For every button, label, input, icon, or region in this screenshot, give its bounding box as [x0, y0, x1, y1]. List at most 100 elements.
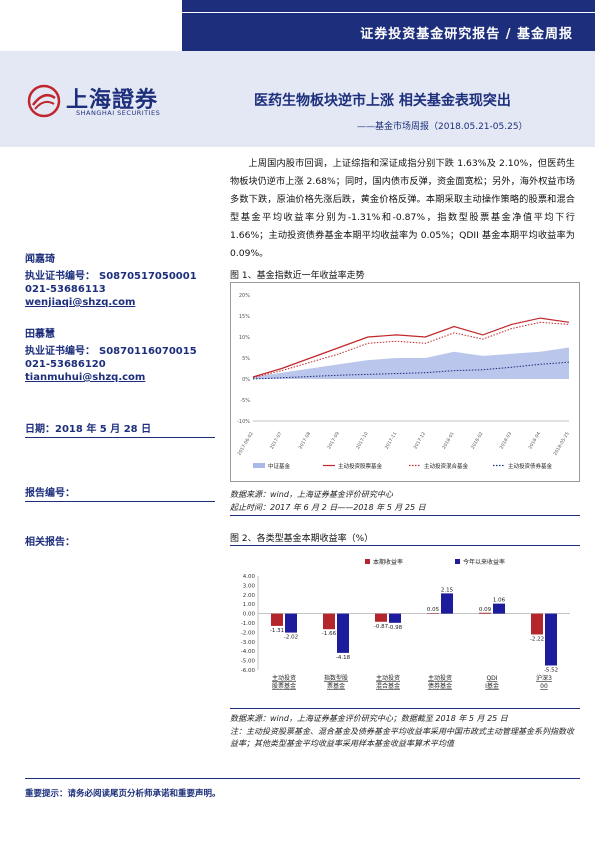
y-tick-label: 15% — [239, 314, 250, 320]
y-tick-label: 5% — [242, 356, 250, 362]
bar — [441, 593, 453, 614]
series-line-1 — [252, 317, 570, 378]
figure2-source: 数据来源：wind，上海证券基金评价研究中心；数据截至 2018 年 5 月 2… — [230, 714, 508, 723]
category-label: 主动投资 — [376, 674, 400, 682]
x-tick-label: 2017-12 — [412, 431, 427, 450]
bar — [531, 613, 543, 635]
category-label: QDI — [486, 675, 497, 682]
bar-chart: 4.00 3.00 2.00 1.00 0.00 -1.00 -2.00 -3.00 -4.00… — [241, 558, 570, 690]
y-tick-label: -2.00 — [241, 630, 256, 636]
y-tick-label: 0.00 — [243, 612, 256, 618]
data-label: -0.98 — [388, 625, 403, 631]
footer-divider — [25, 778, 580, 779]
series-area-0 — [253, 347, 569, 379]
y-tick-label: 4.00 — [243, 574, 256, 580]
legend-label: 主动投资股票基金 — [338, 462, 383, 470]
category-label: 混合基金 — [376, 682, 400, 690]
x-tick-label: 2017-10 — [355, 431, 370, 450]
bar — [389, 613, 401, 623]
data-label: -1.66 — [322, 631, 337, 637]
category-label: 指数型股 — [324, 674, 348, 682]
figure1-source: 数据来源：wind，上海证券基金评价研究中心 — [230, 490, 393, 499]
report-number-label: 报告编号： — [25, 488, 75, 499]
x-tick-label: 2017-06-02 — [236, 431, 254, 457]
y-tick-label: 0% — [242, 377, 250, 383]
y-tick-label: -3.00 — [241, 640, 256, 646]
divider — [230, 708, 580, 709]
y-tick-label: 10% — [239, 335, 250, 341]
y-tick-label: -6.00 — [241, 668, 256, 674]
analyst-email-link[interactable]: tianmuhui@shzq.com — [25, 372, 146, 383]
analyst-name: 田慕慧 — [25, 329, 55, 340]
data-label: -1.31 — [270, 628, 284, 634]
y-tick-label: -10% — [237, 419, 250, 425]
analyst-name: 闻嘉琦 — [25, 254, 55, 265]
analyst-cert: 执业证书编号： S0870116070015 — [25, 346, 197, 357]
x-tick-label: 2017-11 — [384, 431, 399, 450]
y-tick-label: -1.00 — [241, 621, 256, 627]
report-title: 医药生物板块逆市上涨 相关基金表现突出 — [254, 93, 511, 109]
analyst-2: 田慕慧 执业证书编号： S0870116070015 021-53686120 t… — [25, 325, 197, 383]
data-label: -5.52 — [544, 667, 558, 673]
data-label: -4.18 — [336, 655, 351, 661]
divider — [25, 501, 215, 502]
data-label: -2.02 — [284, 635, 298, 641]
data-label: 0.05 — [427, 607, 440, 613]
x-tick-label: 2017-07 — [269, 431, 284, 450]
category-label: 票基金 — [327, 682, 345, 690]
bar — [479, 612, 491, 614]
y-tick-label: -5% — [240, 398, 250, 404]
legend-swatch — [365, 559, 370, 564]
bar — [493, 603, 505, 614]
data-label: 2.15 — [441, 587, 454, 593]
legend-label: 今年以来收益率 — [463, 558, 505, 566]
analyst-1: 闻嘉琦 执业证书编号： S0870517050001 021-53686113 w… — [25, 250, 197, 308]
figure2-caption: 图 2、各类型基金本期收益率（%） — [230, 534, 374, 544]
category-label: 沪深3 — [536, 674, 552, 682]
divider — [230, 545, 580, 546]
related-reports-label: 相关报告： — [25, 537, 75, 548]
summary-paragraph: 上周国内股市回调，上证综指和深证成指分别下跌 1.63%及 2.10%，但医药生… — [230, 158, 575, 259]
figure2-note: 注：主动投资股票基金、混合基金及债券基金平均收益率采用中国市政式主动管理基金系列… — [230, 727, 574, 748]
bar — [545, 613, 557, 666]
divider — [25, 437, 215, 438]
x-tick-label: 2018-01 — [441, 431, 456, 450]
category-label: 主动投资 — [272, 674, 296, 682]
bar — [375, 613, 387, 622]
x-tick-label: 2018-04 — [527, 431, 542, 450]
legend-label: 主动投资债券基金 — [508, 462, 553, 470]
analyst-email-link[interactable]: wenjiaqi@shzq.com — [25, 297, 136, 308]
x-tick-label: 2017-09 — [326, 431, 341, 450]
analyst-cert: 执业证书编号： S0870517050001 — [25, 271, 197, 282]
line-chart: 20% 15% 10% 5% 0% -5% -10% 2017-06-02 2017-07 201… — [236, 293, 570, 470]
data-label: -0.87 — [374, 624, 389, 630]
legend-label: 主动投资混合基金 — [424, 462, 469, 470]
legend-swatch — [455, 559, 460, 564]
report-category-bar: 证券投资基金研究报告 / 基金周报 — [182, 13, 595, 51]
legend-label: 中证基金 — [268, 462, 291, 470]
y-tick-label: 3.00 — [243, 583, 256, 589]
y-tick-label: 2.00 — [243, 593, 256, 599]
analyst-phone: 021-53686113 — [25, 284, 106, 295]
header-band — [0, 51, 595, 147]
figure1-period: 起止时间：2017 年 6 月 2 日——2018 年 5 月 25 日 — [230, 503, 426, 512]
series-line-2 — [252, 321, 570, 379]
bar — [323, 613, 335, 630]
analyst-phone: 021-53686120 — [25, 359, 106, 370]
important-notice: 重要提示：请务必阅读尾页分析师承诺和重要声明。 — [25, 789, 221, 799]
category-label: 债券基金 — [428, 682, 452, 690]
bar — [337, 613, 349, 653]
x-tick-label: 2018-02 — [470, 431, 485, 450]
data-label: -2.22 — [530, 636, 544, 642]
logo-chinese-name: 上海證券 — [66, 87, 159, 113]
figure1-chart: 20% 15% 10% 5% 0% -5% -10% 2017-06-02 2017-07 201… — [230, 282, 580, 482]
data-label: 0.09 — [479, 607, 492, 613]
x-tick-label: 2018-05-25 — [552, 431, 570, 457]
y-tick-label: 20% — [239, 293, 250, 299]
legend-swatch — [253, 463, 265, 468]
category-label: 主动投资 — [428, 674, 452, 682]
x-tick-label: 2017-08 — [298, 431, 313, 450]
company-logo-icon — [27, 84, 61, 118]
logo-english-name: SHANGHAI SECURITIES — [76, 109, 161, 117]
report-date: 日期：2018 年 5 月 28 日 — [25, 424, 152, 435]
